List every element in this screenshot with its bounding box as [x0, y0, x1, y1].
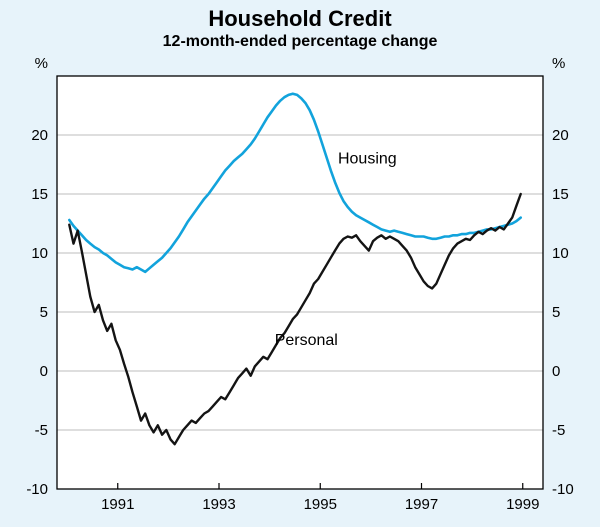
y-tick-label-left: 0 [40, 363, 48, 380]
y-tick-label-left: 5 [40, 304, 48, 321]
y-tick-label-left: 15 [31, 186, 48, 203]
chart-title: Household Credit [208, 6, 392, 31]
y-tick-label-left: -5 [35, 422, 48, 439]
y-tick-label-left: 20 [31, 127, 48, 144]
y-tick-label-right: -5 [552, 422, 565, 439]
y-tick-label-right: 5 [552, 304, 560, 321]
y-tick-label-right: 15 [552, 186, 569, 203]
y-tick-label-right: -10 [552, 481, 574, 498]
x-tick-label: 1995 [304, 496, 337, 513]
x-tick-label: 1993 [202, 496, 235, 513]
y-unit-label-right: % [552, 55, 565, 72]
y-tick-label-right: 0 [552, 363, 560, 380]
y-tick-label-left: -10 [26, 481, 48, 498]
personal-line [68, 192, 522, 446]
y-tick-label-left: 10 [31, 245, 48, 262]
x-tick-label: 1997 [405, 496, 438, 513]
housing-label: Housing [338, 150, 397, 167]
y-tick-label-right: 20 [552, 127, 569, 144]
x-tick-label: 1991 [101, 496, 134, 513]
plot-area [57, 76, 543, 489]
plot-border [56, 75, 544, 490]
personal-label: Personal [275, 332, 338, 349]
x-tick-label: 1999 [506, 496, 539, 513]
y-tick-label-right: 10 [552, 245, 569, 262]
chart-subtitle: 12-month-ended percentage change [162, 33, 438, 50]
y-unit-label-left: % [35, 55, 48, 72]
housing-line [68, 92, 523, 274]
